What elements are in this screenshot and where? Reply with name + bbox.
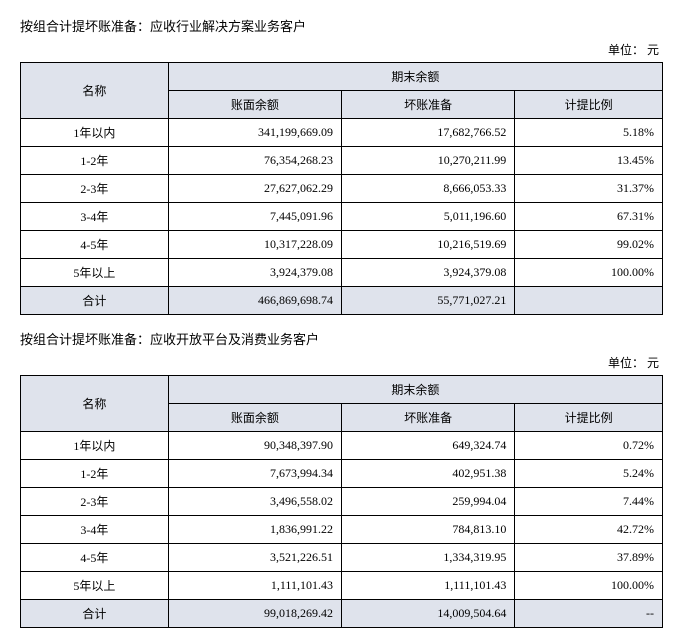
cell-prov: 259,994.04 — [341, 488, 514, 516]
cell-bal: 7,673,994.34 — [168, 460, 341, 488]
table-row: 3-4年 7,445,091.96 5,011,196.60 67.31% — [21, 203, 663, 231]
cell-ratio: 42.72% — [515, 516, 663, 544]
cell-name: 3-4年 — [21, 203, 169, 231]
th-name: 名称 — [21, 376, 169, 432]
table-row: 2-3年 27,627,062.29 8,666,053.33 31.37% — [21, 175, 663, 203]
th-col3: 计提比例 — [515, 404, 663, 432]
table-row: 1-2年 76,354,268.23 10,270,211.99 13.45% — [21, 147, 663, 175]
th-col1: 账面余额 — [168, 404, 341, 432]
section-title-0: 按组合计提坏账准备：应收行业解决方案业务客户 — [20, 16, 663, 35]
table-row: 3-4年 1,836,991.22 784,813.10 42.72% — [21, 516, 663, 544]
cell-prov: 5,011,196.60 — [341, 203, 514, 231]
cell-bal: 1,836,991.22 — [168, 516, 341, 544]
cell-bal: 10,317,228.09 — [168, 231, 341, 259]
cell-ratio: 5.18% — [515, 119, 663, 147]
cell-prov: 1,334,319.95 — [341, 544, 514, 572]
table-row: 5年以上 1,111,101.43 1,111,101.43 100.00% — [21, 572, 663, 600]
cell-ratio: 31.37% — [515, 175, 663, 203]
cell-bal: 27,627,062.29 — [168, 175, 341, 203]
cell-ratio: 67.31% — [515, 203, 663, 231]
cell-name: 1-2年 — [21, 147, 169, 175]
cell-bal: 3,496,558.02 — [168, 488, 341, 516]
table-1: 名称 期末余额 账面余额 坏账准备 计提比例 1年以内 90,348,397.9… — [20, 375, 663, 628]
th-col2: 坏账准备 — [341, 404, 514, 432]
cell-bal: 1,111,101.43 — [168, 572, 341, 600]
cell-name: 1-2年 — [21, 460, 169, 488]
table-row: 4-5年 10,317,228.09 10,216,519.69 99.02% — [21, 231, 663, 259]
cell-prov: 3,924,379.08 — [341, 259, 514, 287]
cell-ratio: 37.89% — [515, 544, 663, 572]
cell-prov: 10,216,519.69 — [341, 231, 514, 259]
cell-bal: 76,354,268.23 — [168, 147, 341, 175]
th-group: 期末余额 — [168, 63, 662, 91]
th-col3: 计提比例 — [515, 91, 663, 119]
table-total-row: 合计 99,018,269.42 14,009,504.64 -- — [21, 600, 663, 628]
table-row: 4-5年 3,521,226.51 1,334,319.95 37.89% — [21, 544, 663, 572]
cell-name: 1年以内 — [21, 119, 169, 147]
th-name: 名称 — [21, 63, 169, 119]
cell-prov: 784,813.10 — [341, 516, 514, 544]
cell-ratio: 99.02% — [515, 231, 663, 259]
table-row: 1年以内 90,348,397.90 649,324.74 0.72% — [21, 432, 663, 460]
cell-name: 4-5年 — [21, 231, 169, 259]
cell-prov: 10,270,211.99 — [341, 147, 514, 175]
table-row: 1-2年 7,673,994.34 402,951.38 5.24% — [21, 460, 663, 488]
th-group: 期末余额 — [168, 376, 662, 404]
unit-label-0: 单位： 元 — [20, 41, 659, 58]
cell-bal: 3,521,226.51 — [168, 544, 341, 572]
cell-name: 2-3年 — [21, 488, 169, 516]
cell-name: 4-5年 — [21, 544, 169, 572]
unit-label-1: 单位： 元 — [20, 354, 659, 371]
cell-bal: 3,924,379.08 — [168, 259, 341, 287]
cell-prov: 402,951.38 — [341, 460, 514, 488]
cell-name: 1年以内 — [21, 432, 169, 460]
table-row: 2-3年 3,496,558.02 259,994.04 7.44% — [21, 488, 663, 516]
cell-prov: 14,009,504.64 — [341, 600, 514, 628]
cell-ratio: 100.00% — [515, 259, 663, 287]
cell-ratio: 100.00% — [515, 572, 663, 600]
cell-ratio: 0.72% — [515, 432, 663, 460]
table-0: 名称 期末余额 账面余额 坏账准备 计提比例 1年以内 341,199,669.… — [20, 62, 663, 315]
cell-prov: 8,666,053.33 — [341, 175, 514, 203]
cell-name: 5年以上 — [21, 259, 169, 287]
cell-prov: 1,111,101.43 — [341, 572, 514, 600]
cell-bal: 99,018,269.42 — [168, 600, 341, 628]
cell-bal: 466,869,698.74 — [168, 287, 341, 315]
th-col2: 坏账准备 — [341, 91, 514, 119]
cell-bal: 7,445,091.96 — [168, 203, 341, 231]
table-total-row: 合计 466,869,698.74 55,771,027.21 — [21, 287, 663, 315]
cell-name: 合计 — [21, 287, 169, 315]
section-title-1: 按组合计提坏账准备：应收开放平台及消费业务客户 — [20, 329, 663, 348]
cell-ratio: 5.24% — [515, 460, 663, 488]
cell-name: 5年以上 — [21, 572, 169, 600]
table-row: 名称 期末余额 — [21, 376, 663, 404]
cell-prov: 17,682,766.52 — [341, 119, 514, 147]
th-col1: 账面余额 — [168, 91, 341, 119]
cell-bal: 90,348,397.90 — [168, 432, 341, 460]
cell-name: 3-4年 — [21, 516, 169, 544]
table-row: 5年以上 3,924,379.08 3,924,379.08 100.00% — [21, 259, 663, 287]
table-row: 1年以内 341,199,669.09 17,682,766.52 5.18% — [21, 119, 663, 147]
cell-ratio: 13.45% — [515, 147, 663, 175]
table-row: 名称 期末余额 — [21, 63, 663, 91]
cell-bal: 341,199,669.09 — [168, 119, 341, 147]
cell-name: 合计 — [21, 600, 169, 628]
cell-ratio: -- — [515, 600, 663, 628]
cell-ratio — [515, 287, 663, 315]
cell-prov: 649,324.74 — [341, 432, 514, 460]
cell-name: 2-3年 — [21, 175, 169, 203]
cell-ratio: 7.44% — [515, 488, 663, 516]
cell-prov: 55,771,027.21 — [341, 287, 514, 315]
